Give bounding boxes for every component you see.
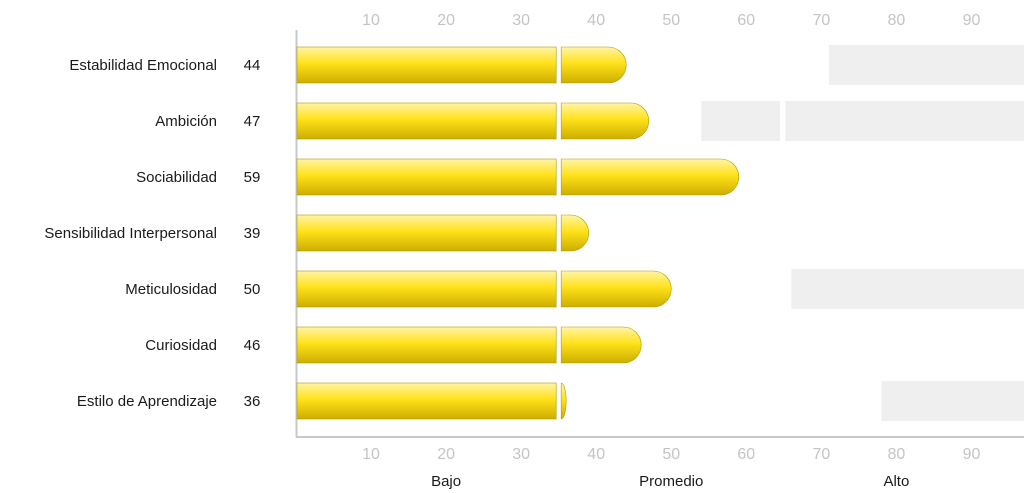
bottom-tick-label: 20 [437,446,455,463]
top-tick-label: 20 [437,12,455,29]
bar [296,270,672,308]
bar [296,326,642,364]
category-label: Estilo de Aprendizaje [77,393,217,410]
bar [296,158,740,196]
bar-segment [560,158,740,196]
shaded-range [785,101,1024,141]
category-label: Meticulosidad [125,281,217,298]
bar-segment [296,382,557,420]
shaded-range [881,381,1024,421]
bottom-tick-label: 40 [587,446,605,463]
bottom-tick-label: 80 [888,446,906,463]
value-label: 50 [244,281,261,298]
value-label: 39 [244,225,261,242]
top-tick-label: 30 [512,12,530,29]
top-tick-label: 10 [362,12,380,29]
bar-segment [296,214,557,252]
bar [296,382,567,420]
top-tick-label: 90 [963,12,981,29]
bottom-tick-label: 60 [737,446,755,463]
bottom-tick-label: 70 [812,446,830,463]
bottom-tick-label: 90 [963,446,981,463]
bottom-tick-label: 50 [662,446,680,463]
bar-segment [560,270,672,308]
value-label: 44 [244,57,261,74]
bar-segment [296,102,557,140]
bar [296,102,650,140]
shaded-range [701,101,781,141]
bottom-tick-label: 30 [512,446,530,463]
bar-segment [296,158,557,196]
bar-segment [296,270,557,308]
bar-segment [560,214,589,252]
shaded-range [828,45,1024,85]
value-label: 59 [244,169,261,186]
bar-segment [560,382,567,420]
category-label: Sociabilidad [136,169,217,186]
top-tick-label: 80 [888,12,906,29]
value-label: 47 [244,113,261,130]
bottom-tick-label: 10 [362,446,380,463]
category-label: Curiosidad [145,337,217,354]
top-tick-label: 40 [587,12,605,29]
top-tick-label: 60 [737,12,755,29]
bar-segment [296,326,557,364]
top-tick-label: 70 [812,12,830,29]
bar-segment [560,46,627,84]
category-label: Estabilidad Emocional [69,57,217,74]
bar-segment [560,102,650,140]
band-label: Alto [883,473,909,490]
category-label: Sensibilidad Interpersonal [44,225,217,242]
value-label: 36 [244,393,261,410]
category-label: Ambición [155,113,217,130]
bar-segment [296,46,557,84]
band-label: Bajo [431,473,461,490]
bar-segment [560,326,642,364]
top-tick-label: 50 [662,12,680,29]
shaded-range [791,269,1024,309]
bar [296,214,589,252]
value-label: 46 [244,337,261,354]
bar [296,46,627,84]
band-label: Promedio [639,473,703,490]
